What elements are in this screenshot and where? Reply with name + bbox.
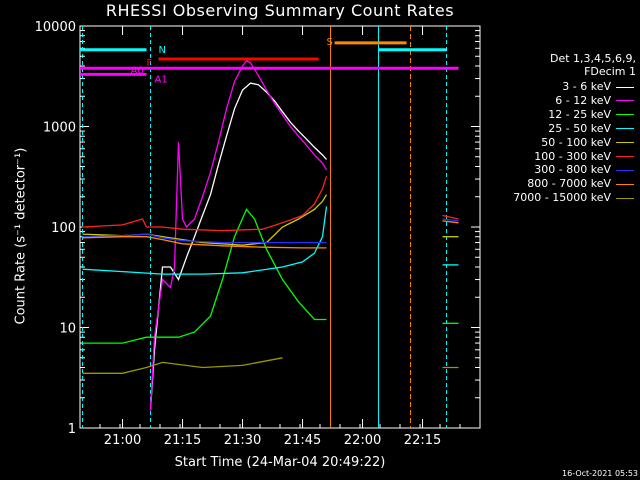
series-line [82, 233, 327, 244]
series-line [82, 176, 328, 232]
legend-entry-label: 100 - 300 keV [534, 149, 611, 163]
legend-entry: 800 - 7000 keV [513, 177, 634, 191]
x-tick-label: 22:15 [404, 433, 441, 448]
plot-frame [79, 25, 481, 429]
legend-swatch [616, 128, 634, 130]
legend-entry: 7000 - 15000 keV [513, 191, 634, 205]
flag-label: S [327, 37, 333, 48]
flag-label: F [147, 58, 153, 69]
legend-entry: 6 - 12 keV [513, 94, 634, 108]
legend-header-line-1: Det 1,3,4,5,6,9, [549, 52, 636, 65]
series-line [82, 357, 283, 374]
x-tick-label: 21:15 [164, 433, 201, 448]
legend-entry-label: 50 - 100 keV [541, 135, 611, 149]
legend-swatch [616, 100, 634, 102]
legend-swatch [616, 183, 634, 185]
legend-entry-label: 800 - 7000 keV [527, 177, 611, 191]
series-line [149, 60, 328, 411]
legend-swatch [616, 114, 634, 116]
legend-entry: 25 - 50 keV [513, 122, 634, 136]
legend-swatch [616, 169, 634, 171]
x-tick-label: 21:30 [224, 433, 261, 448]
y-tick-label: 10 [59, 322, 76, 337]
legend-entry: 100 - 300 keV [513, 150, 634, 164]
legend-entry: 50 - 100 keV [513, 136, 634, 150]
legend-entry-label: 6 - 12 keV [555, 93, 611, 107]
x-tick-label: 21:45 [284, 433, 321, 448]
series-line [149, 82, 327, 411]
y-tick-label: 1 [68, 422, 76, 437]
legend-swatch [616, 197, 634, 199]
y-axis-label: Count Rate (s⁻¹ detector⁻¹) [13, 147, 29, 325]
legend-entry-label: 3 - 6 keV [562, 80, 611, 93]
y-tick-label: 1000 [43, 121, 76, 136]
legend-entry: 12 - 25 keV [513, 108, 634, 122]
series-line [82, 236, 327, 249]
x-axis-label: Start Time (24-Mar-04 20:49:22) [174, 455, 386, 470]
x-tick-label: 22:00 [344, 433, 381, 448]
flag-label: A1 [155, 75, 168, 86]
legend-entry-label: 7000 - 15000 keV [513, 191, 611, 205]
legend-entry-label: 300 - 800 keV [534, 163, 611, 177]
series-line [82, 206, 328, 275]
chart-title: RHESSI Observing Summary Count Rates [105, 1, 455, 20]
legend-swatch [616, 86, 634, 88]
legend-entry-label: 25 - 50 keV [548, 121, 611, 135]
legend: 3 - 6 keV 6 - 12 keV 12 - 25 keV 25 - 50 ke… [513, 80, 634, 205]
series-line [442, 220, 459, 224]
series-line [442, 218, 459, 222]
y-tick-label: 10000 [35, 20, 76, 35]
x-tick-label: 21:00 [104, 433, 141, 448]
legend-entry: 3 - 6 keV [513, 80, 634, 94]
series-line [82, 208, 327, 344]
flag-label: A0 [131, 65, 144, 76]
legend-header-line-2: FDecim 1 [584, 65, 636, 78]
legend-swatch [616, 156, 634, 158]
y-tick-label: 100 [51, 221, 76, 236]
flag-label: N [159, 45, 166, 56]
render-timestamp: 16-Oct-2021 05:53 [562, 469, 638, 478]
legend-swatch [616, 142, 634, 144]
series-line [442, 214, 459, 220]
legend-entry-label: 12 - 25 keV [548, 107, 611, 121]
legend-entry: 300 - 800 keV [513, 163, 634, 177]
